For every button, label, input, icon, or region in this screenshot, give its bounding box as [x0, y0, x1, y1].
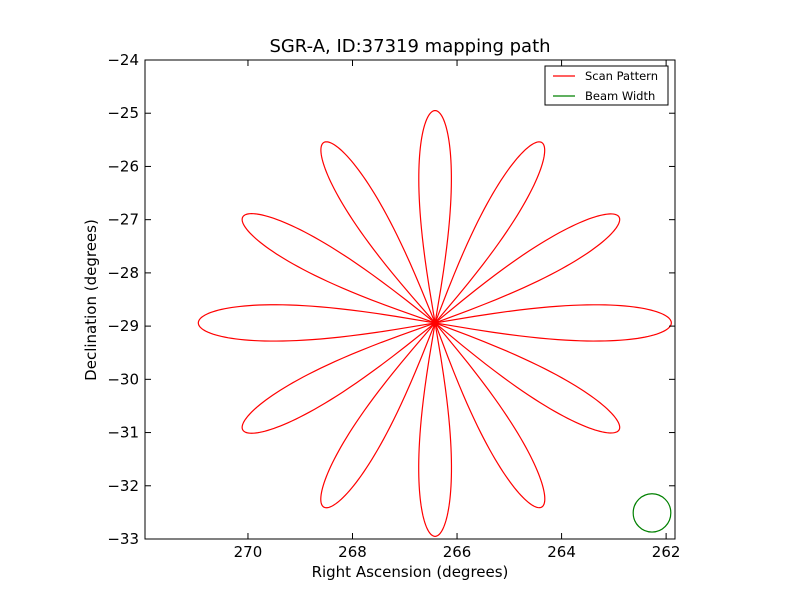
scan-pattern-petal: [320, 322, 436, 509]
scan-pattern-petal: [241, 213, 436, 324]
scan-pattern-petal: [434, 322, 546, 509]
x-tick-label: 270: [234, 543, 263, 561]
legend: Scan Pattern Beam Width: [544, 65, 669, 106]
y-tick-label: −24: [107, 51, 139, 69]
y-axis-label: Declination (degrees): [82, 219, 100, 381]
y-tick-label: −31: [107, 424, 139, 442]
axes-frame: [144, 59, 676, 540]
beam-width-circle: [632, 493, 672, 533]
x-tick-label: 268: [338, 543, 367, 561]
y-tick-label: −32: [107, 477, 139, 495]
y-tick-label: −30: [107, 370, 139, 388]
plot-area: [197, 109, 672, 537]
y-tick-label: −25: [107, 104, 139, 122]
chart-title: SGR-A, ID:37319 mapping path: [269, 36, 550, 57]
y-tick-label: −33: [107, 530, 139, 548]
scan-pattern-petal: [320, 141, 436, 324]
y-tick-label: −28: [107, 264, 139, 282]
scan-pattern-petal: [434, 304, 672, 342]
legend-entry-beam-width: Beam Width: [585, 89, 655, 103]
scan-pattern-petal: [434, 141, 546, 324]
scan-pattern-petal: [418, 109, 452, 324]
legend-box: [544, 65, 669, 106]
y-axis-ticks: −33 −32 −31 −30 −29 −28 −27 −26 −25 −24: [107, 51, 675, 548]
x-tick-label: 262: [652, 543, 681, 561]
scan-pattern-petal: [418, 322, 453, 537]
x-tick-label: 266: [443, 543, 472, 561]
y-tick-label: −27: [107, 211, 139, 229]
scan-pattern-petal: [434, 213, 621, 324]
scan-pattern-petal: [434, 322, 621, 434]
x-tick-label: 264: [547, 543, 576, 561]
y-tick-label: −26: [107, 157, 139, 175]
scan-pattern-petal: [197, 304, 436, 342]
y-tick-label: −29: [107, 317, 139, 335]
legend-entry-scan-pattern: Scan Pattern: [585, 69, 658, 83]
x-axis-label: Right Ascension (degrees): [312, 563, 509, 581]
x-axis-ticks: 270 268 266 264 262: [234, 60, 681, 561]
scan-pattern-petal: [241, 322, 436, 434]
